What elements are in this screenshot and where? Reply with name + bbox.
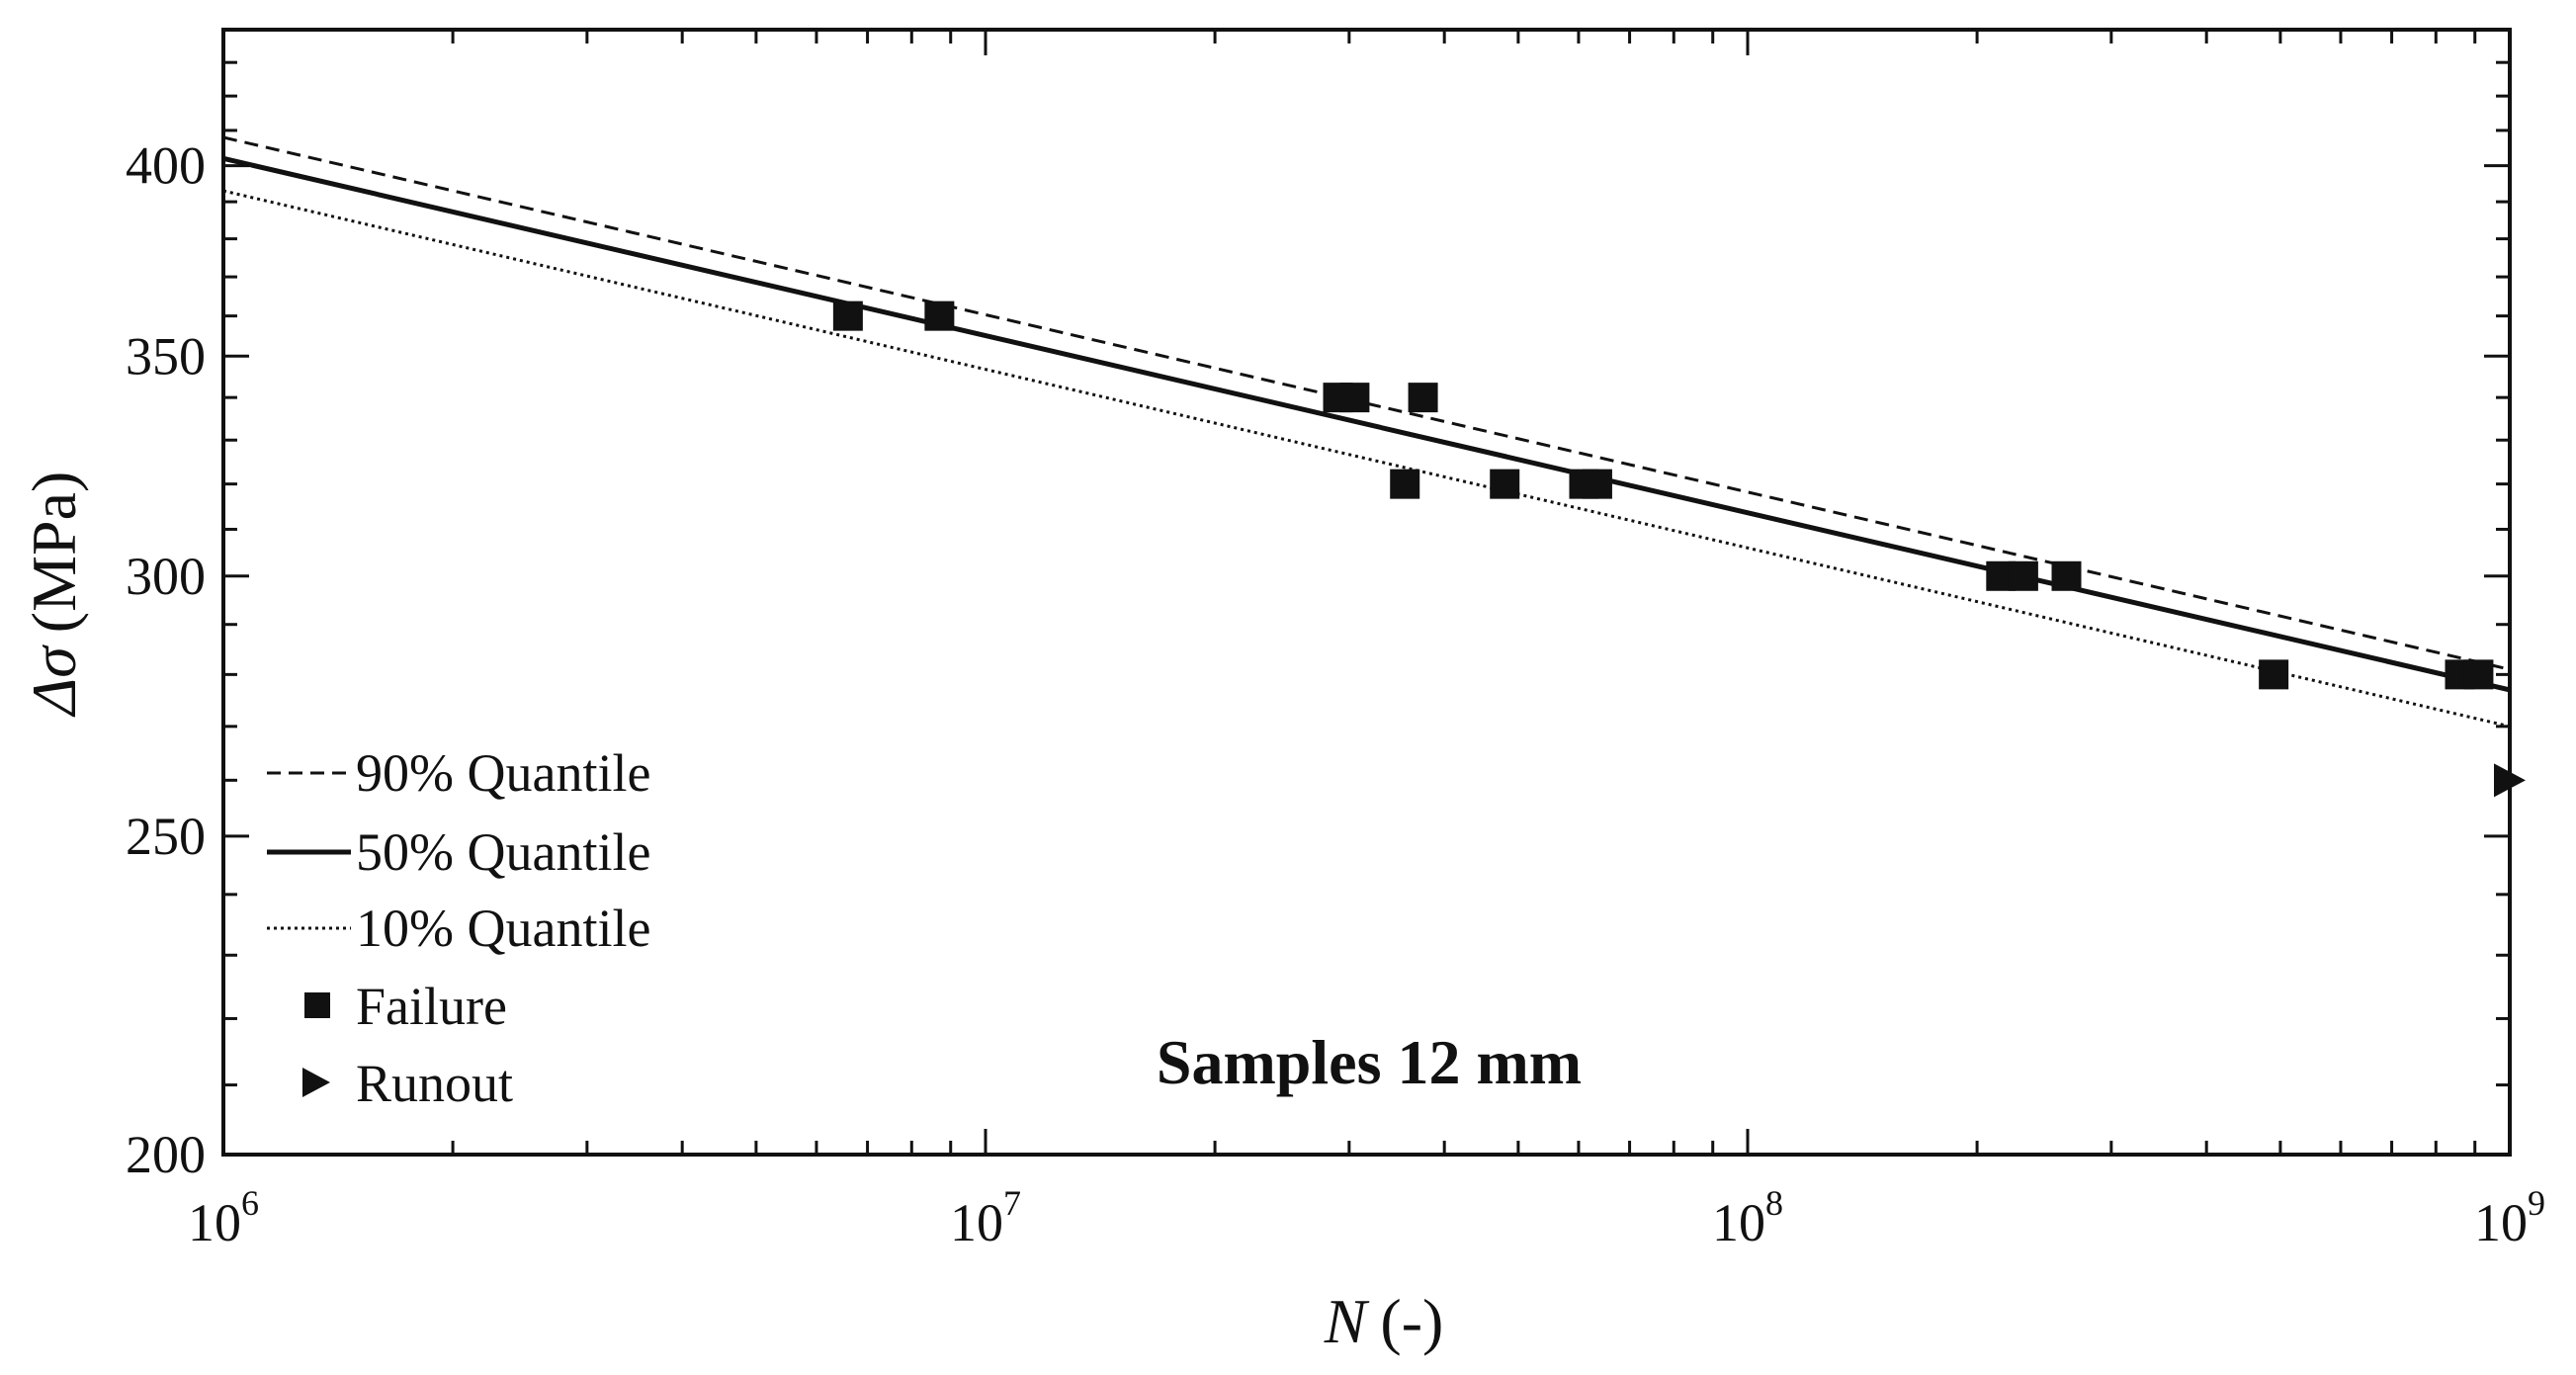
legend-label-10: 10% Quantile xyxy=(356,899,650,958)
x-tick-exponent: 8 xyxy=(1765,1183,1783,1223)
quantile-line-50 xyxy=(222,155,2511,693)
failure-point xyxy=(2463,659,2494,690)
plot-frame xyxy=(221,28,2512,1157)
failure-point xyxy=(2051,560,2082,591)
axis-ticks xyxy=(221,28,2512,1157)
x-axis-title: N (-) xyxy=(1324,1286,1444,1356)
y-axis-variable: Δσ xyxy=(19,645,89,719)
failure-point xyxy=(1390,469,1420,499)
y-axis-title: Δσ (MPa) xyxy=(19,472,89,719)
x-axis-variable: N xyxy=(1324,1286,1370,1356)
y-tick-label-200: 200 xyxy=(126,1125,206,1184)
failure-point xyxy=(1490,469,1520,499)
x-tick-label-1e7: 107 xyxy=(950,1183,1021,1252)
legend-label-failure: Failure xyxy=(356,977,507,1036)
legend: 90% Quantile 50% Quantile 10% Quantile F… xyxy=(267,743,650,1113)
x-axis-unit: (-) xyxy=(1380,1286,1443,1356)
failure-point xyxy=(832,301,863,331)
x-tick-exponent: 6 xyxy=(241,1183,259,1223)
x-tick-label-1e6: 106 xyxy=(188,1183,259,1252)
x-tick-base: 10 xyxy=(950,1193,1003,1252)
y-tick-label-250: 250 xyxy=(126,807,206,866)
x-tick-exponent: 7 xyxy=(1003,1183,1021,1223)
y-tick-label-350: 350 xyxy=(126,326,206,386)
y-tick-labels: 200 250 300 350 400 xyxy=(126,136,206,1184)
legend-marker-failure xyxy=(304,992,330,1018)
legend-label-50: 50% Quantile xyxy=(356,822,650,882)
y-axis-unit: (MPa) xyxy=(19,472,89,634)
legend-marker-runout xyxy=(302,1068,330,1097)
x-tick-exponent: 9 xyxy=(2528,1183,2545,1223)
quantile-line-10 xyxy=(222,189,2511,729)
quantile-lines xyxy=(222,135,2511,729)
failure-point xyxy=(1408,383,1438,413)
x-tick-labels: 106 107 108 109 xyxy=(188,1183,2545,1252)
annotation-samples: Samples 12 mm xyxy=(1157,1027,1582,1097)
x-tick-base: 10 xyxy=(1712,1193,1765,1252)
x-tick-label-1e8: 108 xyxy=(1712,1183,1783,1252)
y-tick-label-400: 400 xyxy=(126,136,206,196)
x-tick-base: 10 xyxy=(188,1193,241,1252)
legend-label-90: 90% Quantile xyxy=(356,743,650,803)
runout-point xyxy=(2494,763,2526,798)
failure-point xyxy=(2008,560,2038,591)
y-tick-label-300: 300 xyxy=(126,547,206,606)
x-tick-label-1e9: 109 xyxy=(2474,1183,2545,1252)
failure-point xyxy=(1582,469,1612,499)
failure-point xyxy=(2259,659,2289,690)
x-tick-base: 10 xyxy=(2474,1193,2528,1252)
data-points xyxy=(832,301,2526,798)
failure-point xyxy=(1339,383,1370,413)
failure-point xyxy=(924,301,955,331)
legend-label-runout: Runout xyxy=(356,1054,513,1113)
